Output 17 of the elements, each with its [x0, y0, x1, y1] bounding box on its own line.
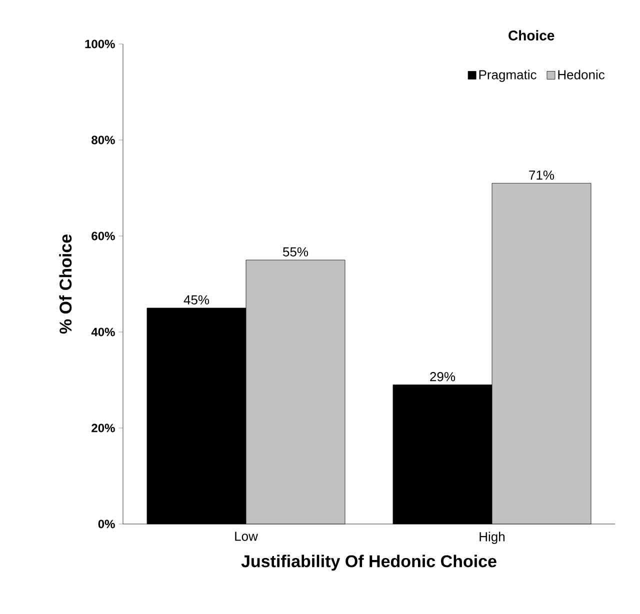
y-tick-label: 80%	[92, 136, 115, 144]
data-label: 45%	[184, 295, 210, 304]
x-tick-label: Low	[235, 532, 258, 541]
legend-title: Choice	[508, 30, 554, 40]
y-tick-label: 60%	[92, 232, 115, 240]
x-tick-label: High	[480, 532, 505, 544]
legend-label: Hedonic	[558, 70, 605, 80]
legend-label: Pragmatic	[479, 70, 536, 82]
y-axis-title: % Of Choice	[59, 234, 72, 334]
y-tick-label: 20%	[92, 424, 115, 432]
y-tick-label: 0%	[98, 520, 115, 528]
data-label: 55%	[283, 247, 308, 256]
data-label: 71%	[529, 170, 554, 180]
y-tick-label: 40%	[91, 328, 115, 336]
y-tick-label: 100%	[85, 40, 115, 48]
x-axis-title: Justifiability Of Hedonic Choice	[241, 554, 496, 571]
data-label: 29%	[430, 372, 456, 382]
